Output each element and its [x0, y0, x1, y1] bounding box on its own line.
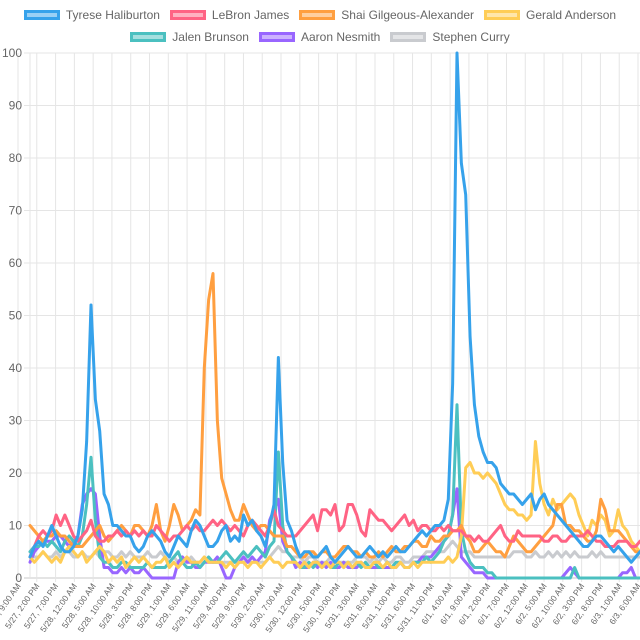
grid-lines	[17, 52, 640, 582]
series-line-tyrese-haliburton[interactable]	[28, 51, 640, 564]
legend-label-gerald-anderson: Gerald Anderson	[526, 8, 617, 22]
legend-label-aaron-nesmith: Aaron Nesmith	[300, 30, 381, 44]
legend-row-1: Tyrese Haliburton LeBron James Shai Gilg…	[0, 4, 640, 26]
y-tick-label-50: 50	[9, 309, 23, 323]
y-axis-ticks: 0 10 20 30 40 50 60 70 80 90 100	[2, 46, 22, 585]
legend-swatch-stephen-curry	[390, 32, 427, 42]
y-tick-label-60: 60	[9, 256, 23, 270]
legend-swatch-shai-gilgeous-alexander	[299, 10, 336, 20]
legend-item-aaron-nesmith[interactable]: Aaron Nesmith	[258, 30, 381, 44]
legend-item-lebron-james[interactable]: LeBron James	[169, 8, 290, 22]
y-tick-label-80: 80	[9, 151, 23, 165]
legend-item-stephen-curry[interactable]: Stephen Curry	[390, 30, 510, 44]
x-axis-ticks: 5/27, 9:00 AM5/27, 2:00 PM5/27, 7:00 PM5…	[0, 581, 640, 634]
series-line-jalen-brunson[interactable]	[28, 403, 640, 580]
y-tick-label-100: 100	[2, 46, 22, 60]
legend-swatch-gerald-anderson	[484, 10, 521, 20]
legend-swatch-aaron-nesmith	[258, 32, 295, 42]
legend-swatch-lebron-james	[169, 10, 206, 20]
series-line-lebron-james[interactable]	[28, 503, 640, 559]
y-tick-label-0: 0	[15, 571, 22, 585]
y-tick-label-10: 10	[9, 519, 23, 533]
legend-item-gerald-anderson[interactable]: Gerald Anderson	[484, 8, 616, 22]
y-tick-label-20: 20	[9, 466, 23, 480]
legend-label-shai-gilgeous-alexander: Shai Gilgeous-Alexander	[341, 8, 475, 22]
series-lines	[28, 51, 640, 580]
legend-item-jalen-brunson[interactable]: Jalen Brunson	[130, 30, 249, 44]
legend-item-tyrese-haliburton[interactable]: Tyrese Haliburton	[23, 8, 160, 22]
legend-label-lebron-james: LeBron James	[211, 8, 290, 22]
legend-label-jalen-brunson: Jalen Brunson	[172, 30, 249, 44]
y-tick-label-90: 90	[9, 99, 23, 113]
legend-label-stephen-curry: Stephen Curry	[432, 30, 510, 44]
legend-row-2: Jalen Brunson Aaron Nesmith Stephen Curr…	[0, 26, 640, 48]
legend-swatch-tyrese-haliburton	[23, 10, 60, 20]
y-tick-label-40: 40	[9, 361, 23, 375]
y-tick-label-30: 30	[9, 414, 23, 428]
legend-label-tyrese-haliburton: Tyrese Haliburton	[65, 8, 160, 22]
chart-legend: Tyrese Haliburton LeBron James Shai Gilg…	[0, 4, 640, 48]
y-tick-label-70: 70	[9, 204, 23, 218]
legend-swatch-jalen-brunson	[130, 32, 167, 42]
legend-item-shai-gilgeous-alexander[interactable]: Shai Gilgeous-Alexander	[299, 8, 474, 22]
